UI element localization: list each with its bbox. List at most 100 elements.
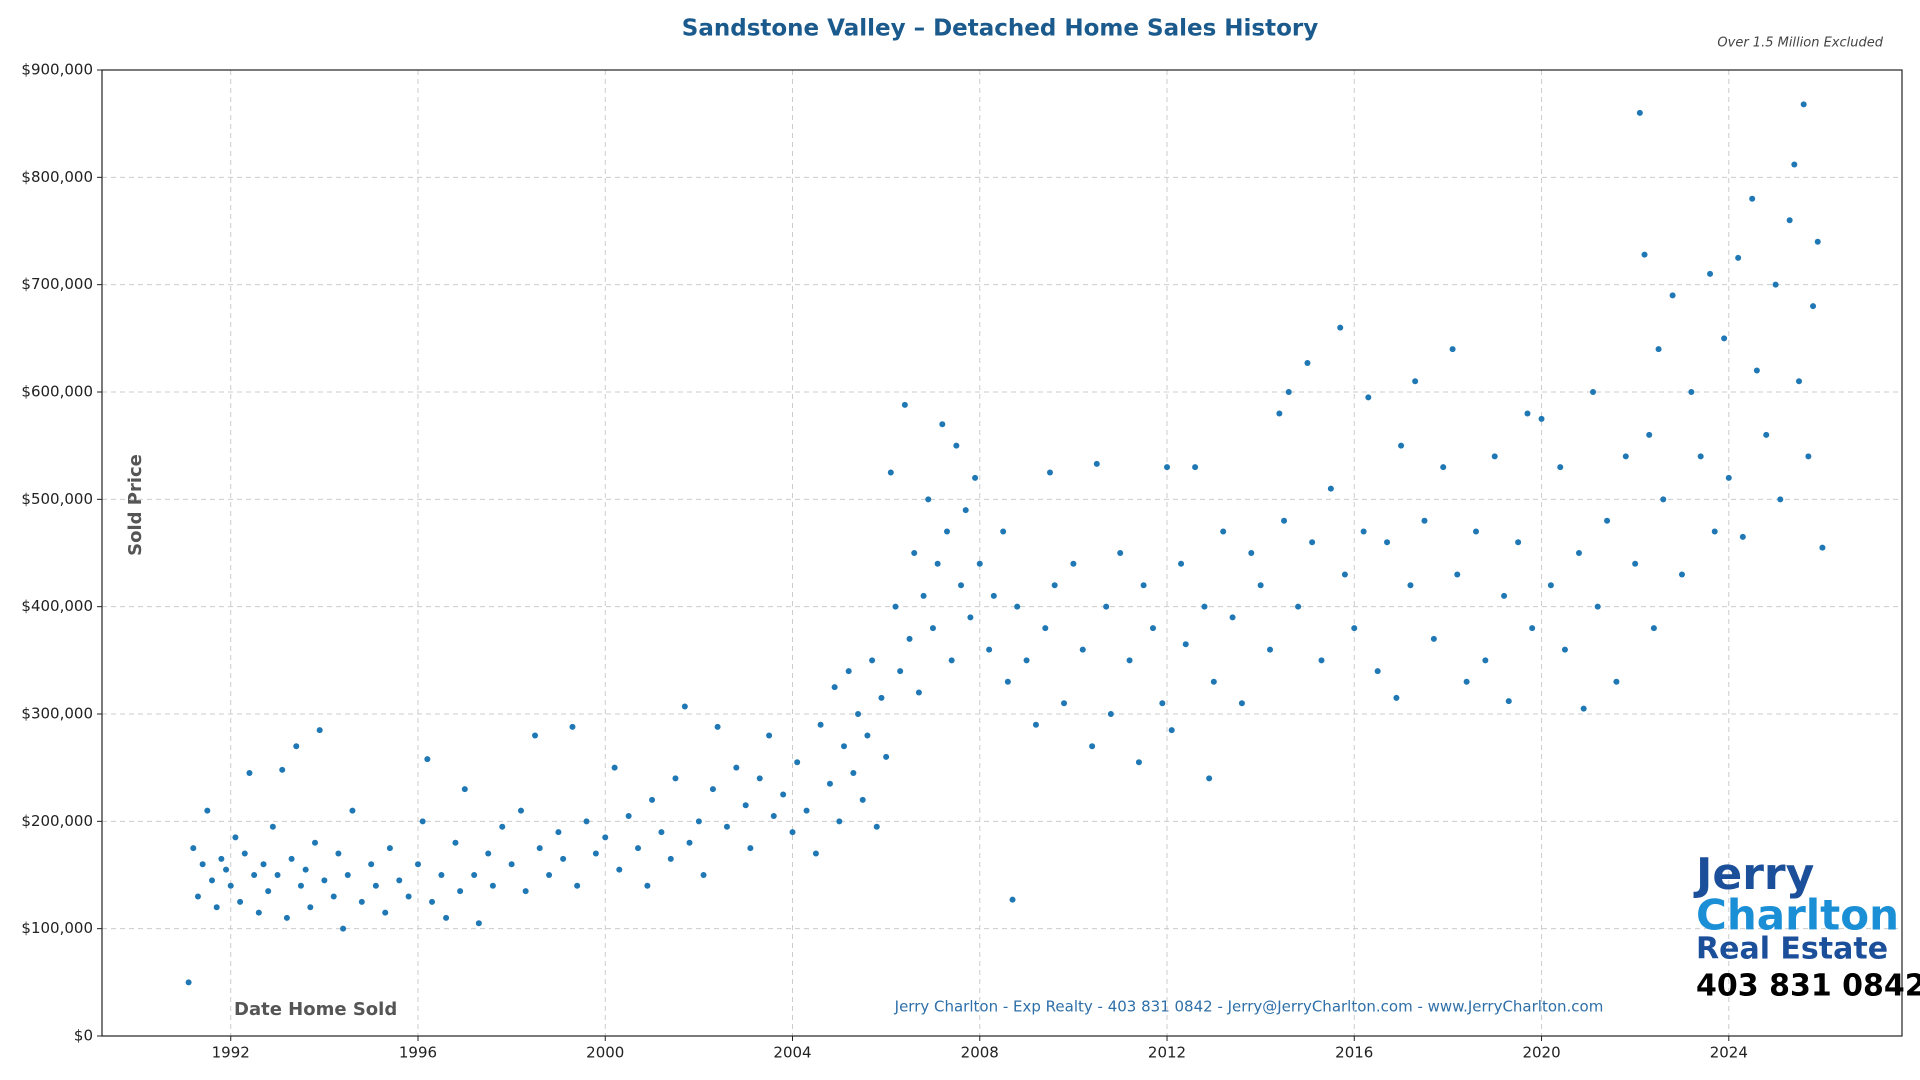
point xyxy=(1454,571,1461,578)
point xyxy=(747,845,754,852)
point xyxy=(1632,560,1639,567)
point xyxy=(1650,625,1657,632)
y-tick-label: $200,000 xyxy=(21,812,93,830)
point xyxy=(546,872,553,878)
point xyxy=(756,775,763,782)
point xyxy=(770,812,777,819)
point xyxy=(1023,657,1030,664)
point xyxy=(1580,705,1587,712)
point xyxy=(723,823,730,830)
point xyxy=(1440,464,1447,471)
point xyxy=(1711,528,1718,535)
point xyxy=(1206,775,1213,782)
y-tick-label: $900,000 xyxy=(21,61,93,79)
point xyxy=(789,829,796,836)
point xyxy=(386,845,393,852)
point xyxy=(1070,560,1077,567)
point xyxy=(1721,335,1728,342)
point xyxy=(1590,389,1597,395)
point xyxy=(1351,625,1358,632)
point xyxy=(237,898,244,905)
point xyxy=(246,770,253,777)
point xyxy=(438,872,445,878)
point xyxy=(1561,646,1568,653)
point xyxy=(1192,464,1199,471)
point xyxy=(958,582,965,589)
point xyxy=(288,855,295,862)
point xyxy=(1365,394,1372,401)
point xyxy=(1739,533,1746,540)
point xyxy=(1159,700,1166,707)
point xyxy=(489,882,496,889)
point xyxy=(1374,668,1381,675)
point xyxy=(297,882,304,889)
point xyxy=(293,743,300,750)
point xyxy=(911,550,918,556)
point xyxy=(976,560,983,567)
point xyxy=(475,920,482,927)
point xyxy=(1515,539,1522,546)
point xyxy=(1393,694,1400,701)
footer: Jerry Charlton - Exp Realty - 403 831 08… xyxy=(894,998,1604,1016)
point xyxy=(1482,657,1489,664)
point xyxy=(892,603,899,610)
point xyxy=(1641,251,1648,258)
logo-last: Charlton xyxy=(1696,891,1899,940)
point xyxy=(419,818,426,825)
point xyxy=(1655,346,1662,353)
point xyxy=(396,877,403,884)
point xyxy=(560,855,567,862)
x-tick-label: 2008 xyxy=(961,1044,999,1062)
point xyxy=(1697,453,1704,460)
point xyxy=(517,807,524,814)
point xyxy=(190,845,197,852)
point xyxy=(194,893,201,900)
point xyxy=(1669,292,1676,299)
point xyxy=(307,904,314,911)
point xyxy=(953,442,960,449)
point xyxy=(1529,625,1536,632)
point xyxy=(424,756,431,763)
point xyxy=(1276,410,1283,417)
point xyxy=(1772,281,1779,288)
point xyxy=(279,766,286,773)
point xyxy=(920,592,927,599)
point xyxy=(1594,603,1601,610)
point xyxy=(1004,678,1011,685)
point xyxy=(695,818,702,825)
point xyxy=(967,614,974,621)
point xyxy=(948,657,955,664)
point xyxy=(887,469,894,476)
point xyxy=(845,668,852,675)
x-tick-label: 2020 xyxy=(1522,1044,1560,1062)
point xyxy=(344,872,351,878)
point xyxy=(817,721,824,728)
point xyxy=(611,764,618,771)
x-tick-label: 2004 xyxy=(773,1044,811,1062)
point xyxy=(869,657,876,664)
y-tick-label: $600,000 xyxy=(21,383,93,401)
point xyxy=(625,812,632,819)
point xyxy=(1089,743,1096,750)
point xyxy=(461,786,468,793)
point xyxy=(269,823,276,830)
point xyxy=(686,839,693,846)
point xyxy=(1360,528,1367,535)
point xyxy=(1337,324,1344,331)
point xyxy=(1407,582,1414,589)
point xyxy=(260,861,267,868)
point xyxy=(873,823,880,830)
point xyxy=(1201,603,1208,610)
point xyxy=(1791,161,1798,168)
point xyxy=(1796,378,1803,385)
point xyxy=(1505,698,1512,705)
point xyxy=(443,914,450,921)
point xyxy=(1000,528,1007,535)
point xyxy=(1524,410,1531,417)
point xyxy=(649,796,656,803)
point xyxy=(569,723,576,730)
point xyxy=(312,839,319,846)
point xyxy=(812,850,819,857)
x-tick-label: 1996 xyxy=(399,1044,437,1062)
point xyxy=(1042,625,1049,632)
